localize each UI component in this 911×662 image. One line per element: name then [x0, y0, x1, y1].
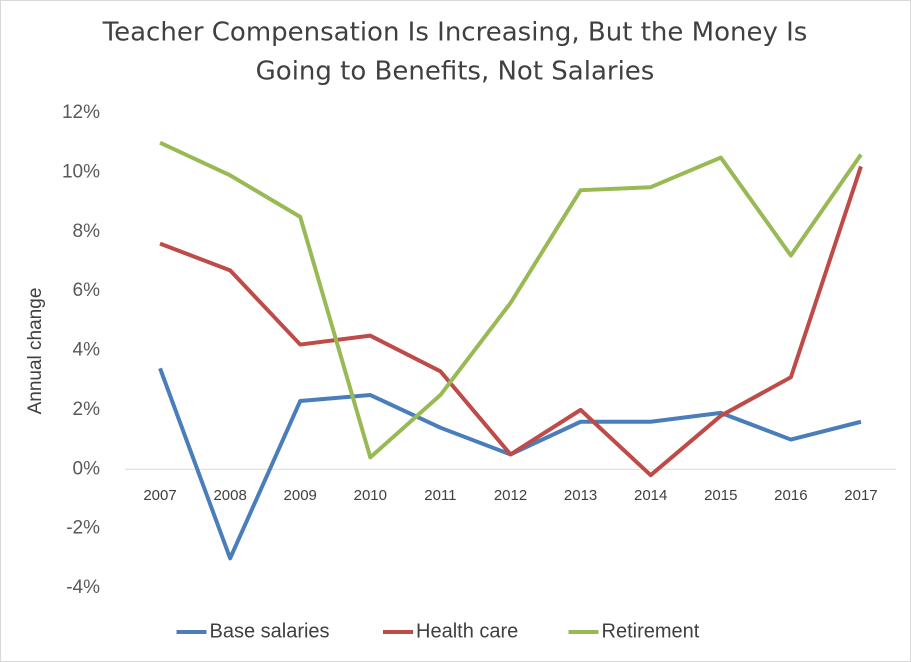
x-tick-label: 2008 — [213, 487, 246, 504]
legend-label: Retirement — [602, 620, 700, 642]
legend-label: Health care — [416, 620, 518, 642]
x-tick-label: 2011 — [424, 487, 456, 504]
y-tick-label: 0% — [73, 458, 101, 479]
y-tick-label: 8% — [73, 221, 101, 242]
y-axis-label: Annual change — [25, 288, 46, 415]
chart-title: Teacher Compensation Is Increasing, But … — [102, 18, 808, 48]
y-tick-label: -4% — [66, 577, 100, 598]
y-tick-label: 10% — [62, 161, 100, 182]
y-tick-label: 12% — [62, 102, 100, 123]
x-tick-label: 2013 — [564, 487, 597, 504]
x-tick-label: 2012 — [494, 487, 527, 504]
y-tick-label: 4% — [73, 340, 101, 361]
x-tick-label: 2017 — [844, 487, 877, 504]
series-line — [159, 140, 863, 460]
x-tick-label: 2016 — [774, 487, 807, 504]
y-tick-label: 6% — [73, 280, 101, 301]
x-tick-label: 2014 — [634, 487, 667, 504]
chart-title: Going to Benefits, Not Salaries — [256, 57, 655, 87]
y-tick-label: -2% — [66, 518, 100, 539]
legend-label: Base salaries — [210, 620, 330, 642]
x-tick-label: 2009 — [284, 487, 317, 504]
x-tick-label: 2015 — [704, 487, 737, 504]
y-tick-label: 2% — [73, 399, 101, 420]
x-tick-label: 2010 — [354, 487, 387, 504]
x-tick-label: 2007 — [143, 487, 176, 504]
series-line — [159, 165, 863, 478]
